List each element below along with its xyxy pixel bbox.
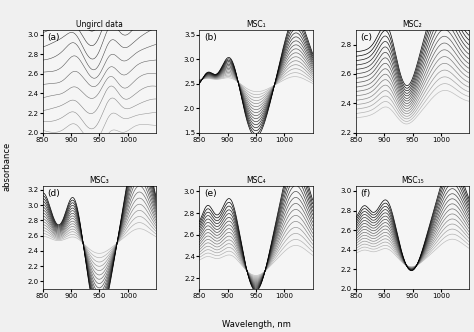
Title: MSC₂: MSC₂ (402, 20, 422, 29)
Text: (d): (d) (47, 189, 60, 198)
Title: MSC₁: MSC₁ (246, 20, 266, 29)
Text: (a): (a) (47, 33, 60, 42)
Title: MSC₁₅: MSC₁₅ (401, 176, 424, 185)
Text: (b): (b) (204, 33, 217, 42)
Text: absorbance: absorbance (3, 141, 11, 191)
Text: (c): (c) (360, 33, 373, 42)
Title: Ungircl data: Ungircl data (76, 20, 123, 29)
Text: (f): (f) (360, 189, 371, 198)
Text: Wavelength, nm: Wavelength, nm (221, 320, 291, 329)
Text: (e): (e) (204, 189, 217, 198)
Title: MSC₄: MSC₄ (246, 176, 266, 185)
Title: MSC₃: MSC₃ (90, 176, 109, 185)
